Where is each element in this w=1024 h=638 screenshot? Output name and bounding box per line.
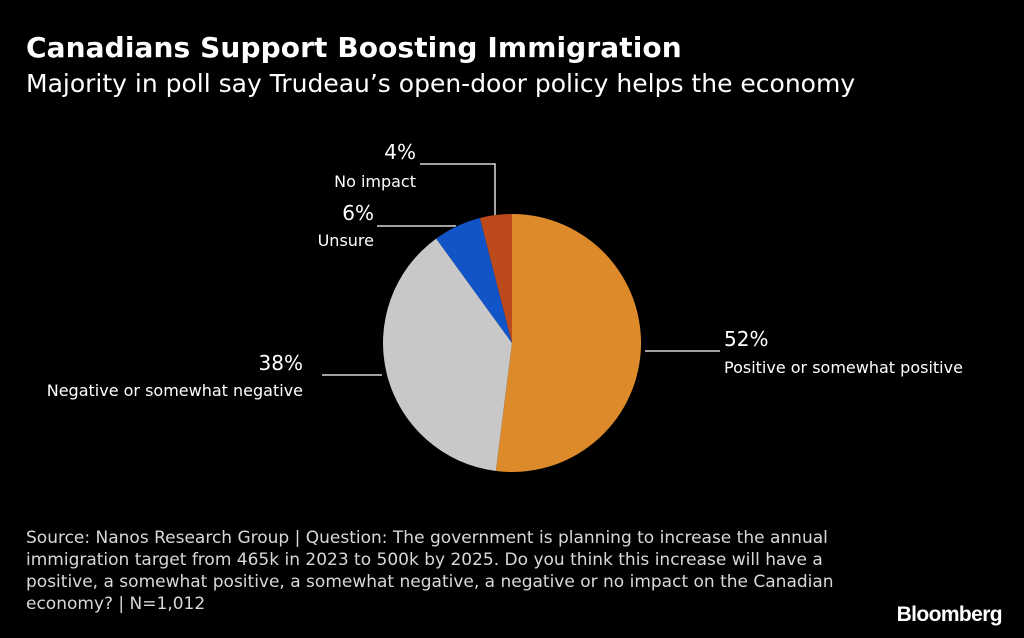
category-label-positive: Positive or somewhat positive [724,358,963,377]
data-labels: 52% Positive or somewhat positive 38% Ne… [47,140,963,400]
leader-line-unsure [377,225,456,227]
slice-unsure[interactable] [436,218,512,343]
value-label-positive: 52% [724,327,768,351]
leader-line-no-impact [420,163,496,215]
category-label-unsure: Unsure [318,231,374,250]
slice-negative[interactable] [383,238,512,471]
source-note: Source: Nanos Research Group | Question:… [26,528,834,614]
slice-no-impact[interactable] [479,214,512,343]
value-label-no-impact: 4% [384,140,416,164]
category-label-no-impact: No impact [334,172,416,191]
bloomberg-logo: Bloomberg [896,603,1003,626]
leader-lines [322,163,720,376]
slices-layer [383,214,642,472]
category-label-negative: Negative or somewhat negative [47,381,303,400]
slice-positive[interactable] [495,214,642,472]
value-label-unsure: 6% [342,201,374,225]
chart-title: Canadians Support Boosting Immigration [26,31,682,64]
value-label-negative: 38% [259,351,303,375]
chart-subtitle: Majority in poll say Trudeau’s open-door… [26,69,856,98]
